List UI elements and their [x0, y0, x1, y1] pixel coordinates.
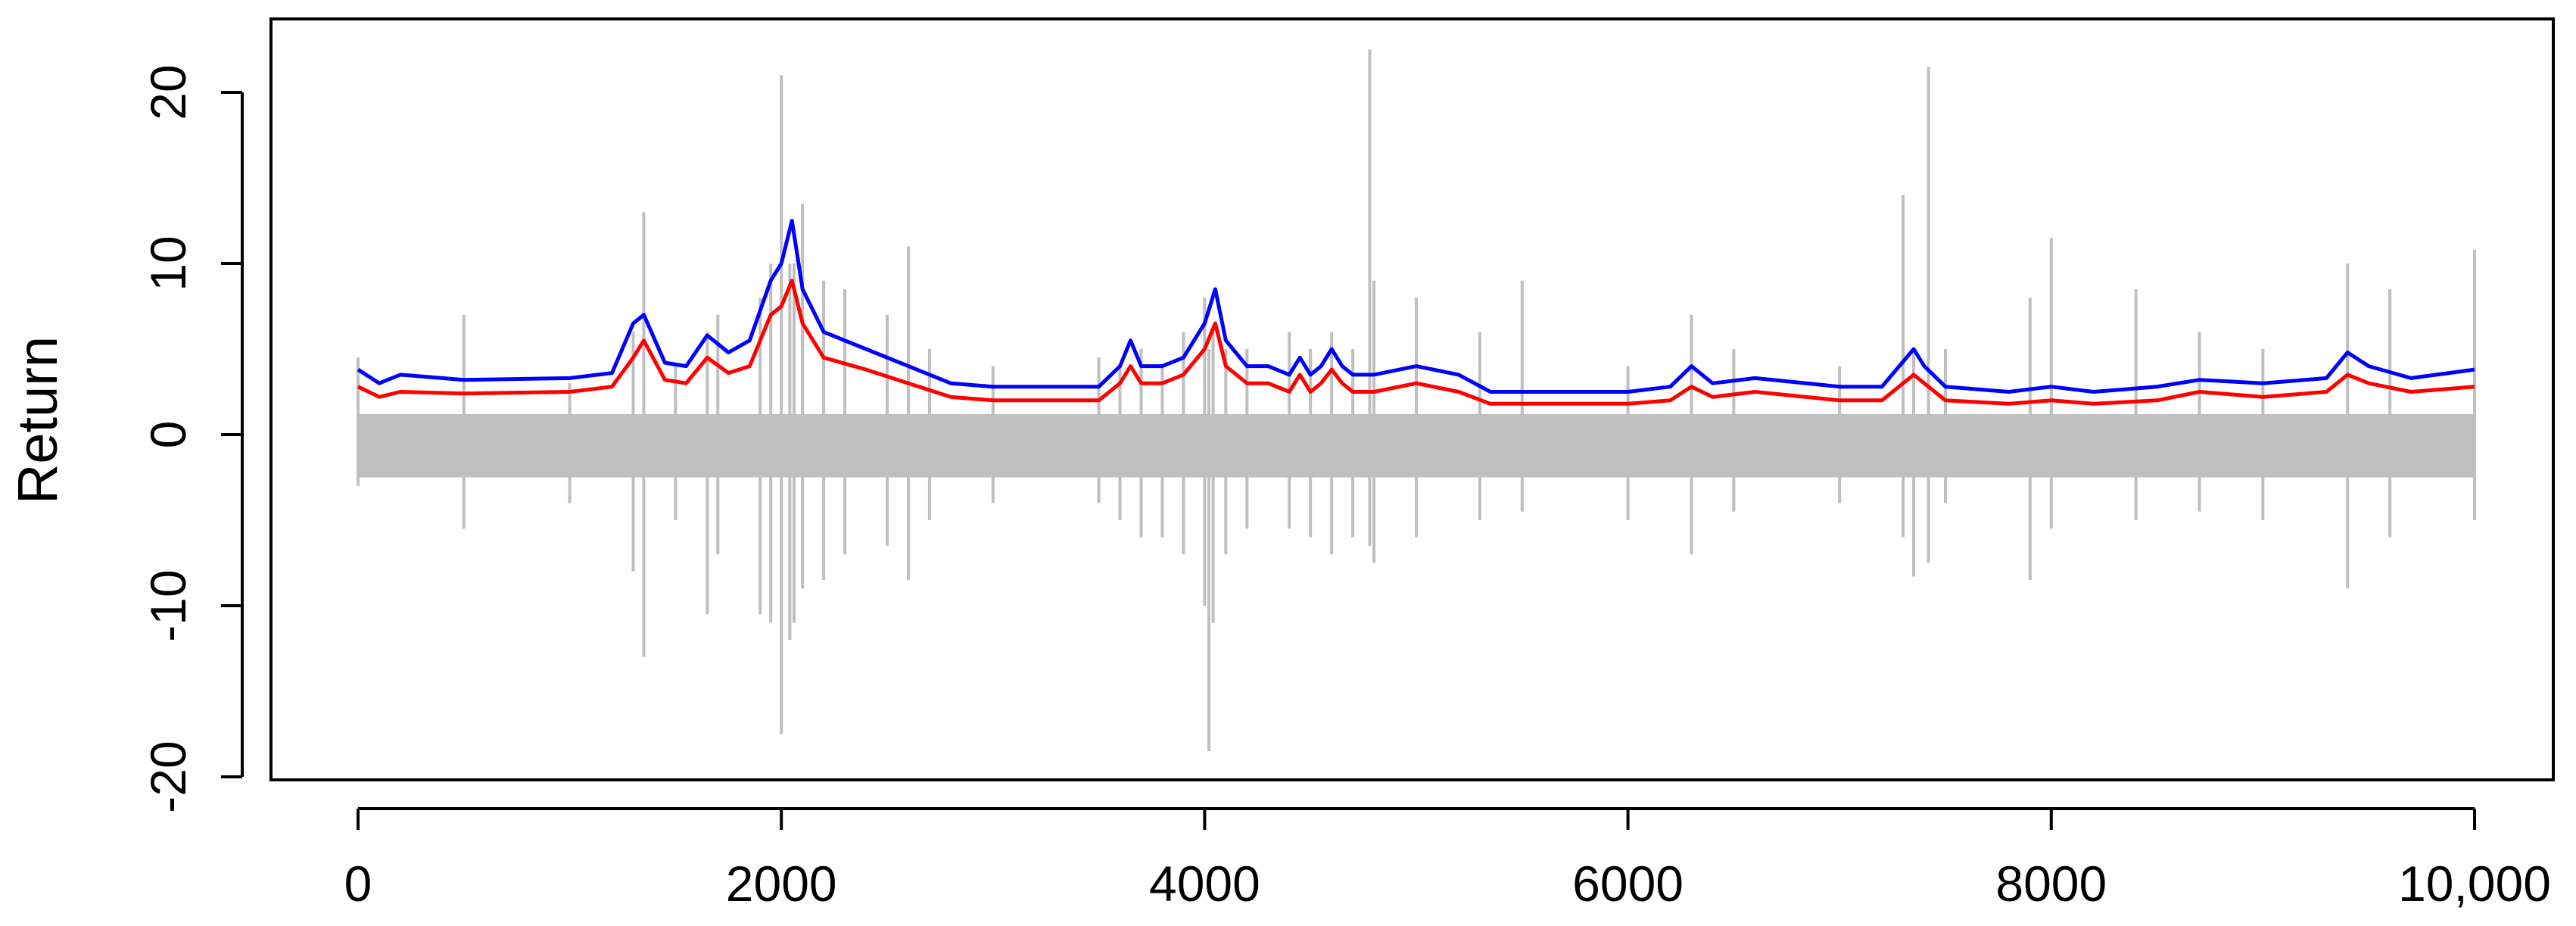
x-tick-label: 8000	[1995, 856, 2107, 912]
y-tick-label: -10	[140, 569, 196, 641]
y-axis-title: Return	[6, 336, 69, 504]
y-tick-label: 10	[140, 235, 196, 291]
blue-series-line	[357, 219, 2475, 394]
line-series-group	[357, 219, 2475, 406]
x-tick-label: 0	[344, 856, 372, 912]
x-tick-label: 2000	[726, 856, 837, 912]
x-tick-label: 10,000	[2398, 856, 2551, 912]
y-tick-label: -20	[140, 740, 196, 812]
red-series-line	[357, 279, 2475, 406]
plot-frame	[269, 17, 2555, 781]
x-tick-label: 6000	[1572, 856, 1684, 912]
y-tick-label: 20	[140, 64, 196, 120]
spike-series	[357, 49, 2476, 752]
y-tick-label: 0	[140, 421, 196, 449]
x-tick-label: 4000	[1149, 856, 1260, 912]
y-axis: -20 -10 0 10 20	[140, 64, 244, 813]
x-axis: 0 2000 4000 6000 8000 10,000	[344, 807, 2551, 912]
